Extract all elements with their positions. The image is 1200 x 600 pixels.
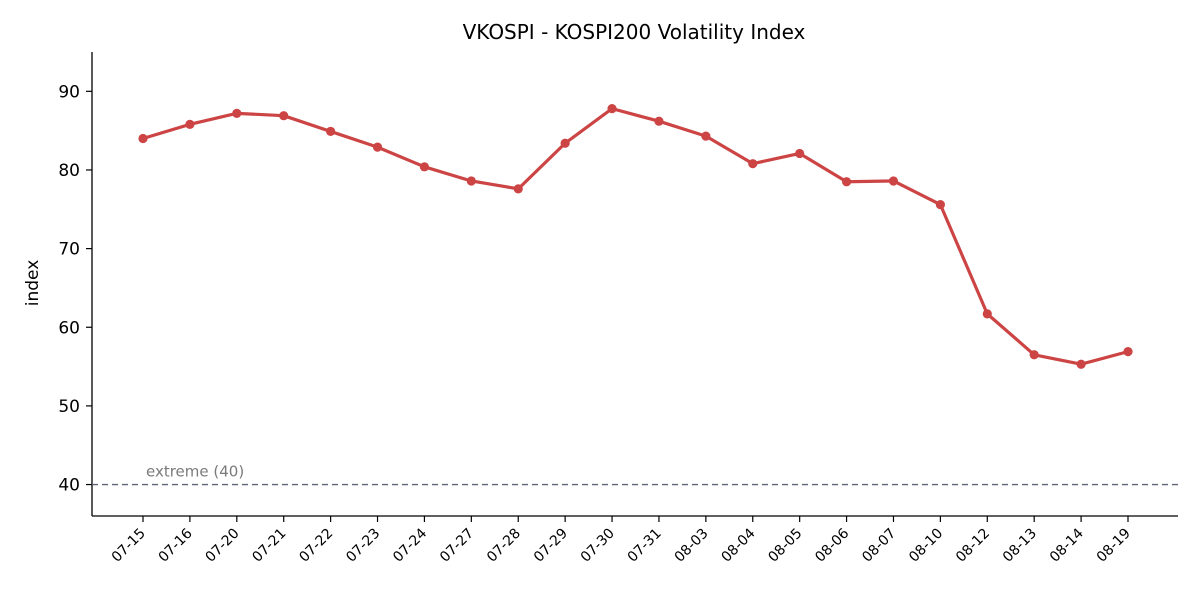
chart-title: VKOSPI - KOSPI200 Volatility Index: [463, 20, 806, 44]
data-point: [607, 104, 617, 114]
x-tick-label: 08-14: [1047, 525, 1087, 565]
data-point: [1029, 350, 1039, 360]
x-tick-label: 07-15: [109, 526, 149, 566]
data-point: [654, 116, 664, 126]
data-point: [513, 184, 523, 194]
x-tick-label: 07-29: [531, 526, 571, 566]
x-tick-label: 07-21: [249, 526, 289, 566]
x-tick-label: 07-31: [625, 526, 665, 566]
data-point: [701, 131, 711, 141]
data-point: [232, 108, 242, 118]
y-tick-label: 50: [58, 397, 80, 417]
data-point: [935, 199, 945, 210]
data-point: [748, 159, 758, 169]
series-line: [141, 107, 1130, 366]
data-point: [466, 176, 476, 186]
data-point: [560, 138, 570, 148]
x-tick-label: 07-24: [390, 525, 430, 565]
x-tick-label: 08-03: [672, 526, 712, 566]
data-point: [1076, 359, 1086, 369]
reference-line-label: extreme (40): [146, 463, 244, 481]
y-tick-label: 60: [58, 318, 80, 338]
data-point: [982, 309, 992, 319]
y-axis-label: index: [23, 260, 43, 307]
x-tick-label: 08-12: [953, 526, 993, 566]
y-tick-label: 40: [58, 476, 80, 496]
x-tick-label: 07-30: [578, 526, 618, 566]
x-tick-label: 08-05: [765, 526, 805, 566]
data-point: [138, 133, 148, 144]
data-point: [419, 162, 430, 172]
y-tick-label: 90: [58, 82, 80, 102]
data-point: [279, 111, 289, 121]
data-point: [185, 119, 195, 129]
x-tick-label: 07-23: [343, 526, 383, 566]
data-point: [841, 177, 852, 187]
series-group: [138, 104, 1133, 369]
data-point: [372, 142, 383, 152]
x-tick-label: 07-28: [484, 526, 524, 566]
x-tick-label: 07-22: [296, 526, 336, 566]
data-point: [1123, 347, 1133, 357]
x-tick-label: 08-10: [906, 526, 946, 566]
data-point: [795, 148, 805, 159]
data-point: [888, 176, 899, 186]
x-tick-label: 07-20: [203, 526, 243, 566]
data-point: [326, 126, 336, 137]
y-tick-label: 70: [58, 240, 80, 260]
y-tick-label: 80: [58, 161, 80, 181]
x-tick-label: 08-19: [1094, 526, 1134, 566]
x-tick-label: 08-06: [812, 525, 852, 565]
x-tick-label: 07-27: [437, 526, 477, 566]
x-tick-label: 08-07: [859, 526, 899, 566]
reference-line-group: extreme (40): [92, 463, 1178, 486]
x-tick-label: 08-04: [719, 525, 759, 565]
x-tick-label: 08-13: [1000, 526, 1040, 566]
x-tick-label: 07-16: [156, 525, 196, 565]
